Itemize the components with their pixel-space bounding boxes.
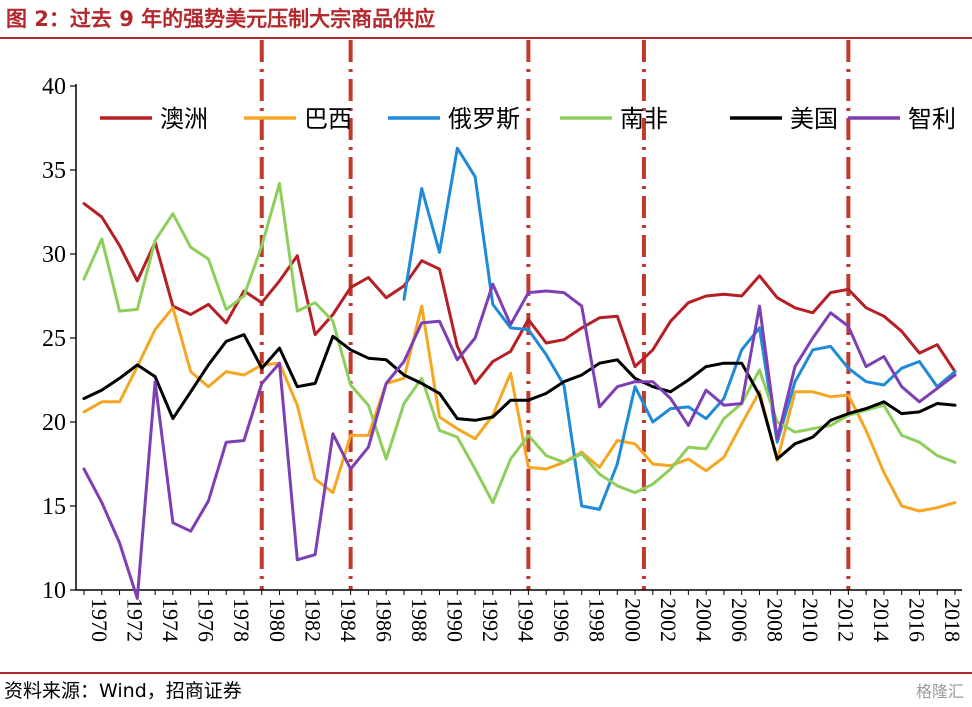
series-line-智利 xyxy=(82,282,957,600)
x-tick-label-16: 2002 xyxy=(656,598,681,642)
series-line-美国 xyxy=(82,333,957,461)
x-tick-label-8: 1986 xyxy=(371,598,396,642)
x-tick-label-1: 1972 xyxy=(123,598,148,642)
x-tick-label-2: 1974 xyxy=(158,598,183,642)
series-line-南非 xyxy=(82,181,957,505)
x-tick-label-6: 1982 xyxy=(300,598,325,642)
y-tick-label-4: 30 xyxy=(42,242,66,268)
legend-label-俄罗斯: 俄罗斯 xyxy=(448,105,520,133)
x-tick-label-4: 1978 xyxy=(229,598,254,642)
line-chart: 10 15 20 25 30 35 40 1970 1972 1974 1976 1978 1980 19… xyxy=(42,40,965,642)
y-tick-label-3: 25 xyxy=(42,326,66,352)
watermark: 格隆汇 xyxy=(915,682,964,701)
x-tick-label-15: 2000 xyxy=(620,598,645,642)
x-tick-label-3: 1976 xyxy=(194,598,219,642)
series-line-巴西 xyxy=(82,304,957,513)
x-tick-label-24: 2018 xyxy=(940,598,965,642)
legend: 澳洲 巴西 俄罗斯 南非 美国 智利 xyxy=(100,105,956,133)
legend-label-巴西: 巴西 xyxy=(304,105,352,133)
y-tick-label-1: 15 xyxy=(42,494,66,520)
x-tick-label-18: 2006 xyxy=(727,598,752,642)
x-tick-label-10: 1990 xyxy=(443,598,468,642)
x-tick-label-7: 1984 xyxy=(336,598,361,642)
y-tick-label-5: 35 xyxy=(42,158,66,184)
series-line-俄罗斯 xyxy=(402,146,957,511)
legend-label-澳洲: 澳洲 xyxy=(160,105,208,133)
x-tick-label-14: 1998 xyxy=(585,598,610,642)
axes-layer: 10 15 20 25 30 35 40 1970 1972 1974 1976 1978 1980 19… xyxy=(42,74,965,642)
legend-label-智利: 智利 xyxy=(908,105,956,133)
y-tick-label-6: 40 xyxy=(42,74,66,100)
markers-layer xyxy=(259,40,851,590)
y-tick-label-0: 10 xyxy=(42,578,66,604)
x-tick-label-11: 1992 xyxy=(478,598,503,642)
y-tick-label-2: 20 xyxy=(42,410,66,436)
x-tick-label-13: 1996 xyxy=(549,598,574,642)
title-divider xyxy=(0,37,972,39)
legend-label-美国: 美国 xyxy=(790,105,838,133)
x-tick-label-17: 2004 xyxy=(691,598,716,642)
source-note: 资料来源：Wind，招商证券 xyxy=(4,680,242,702)
x-tick-label-19: 2008 xyxy=(762,598,787,642)
legend-label-南非: 南非 xyxy=(620,105,668,133)
x-tick-label-0: 1970 xyxy=(87,598,112,642)
series-layer xyxy=(82,146,957,600)
x-tick-label-9: 1988 xyxy=(407,598,432,642)
x-tick-label-23: 2016 xyxy=(905,598,930,642)
x-tick-label-5: 1980 xyxy=(265,598,290,642)
series-line-澳洲 xyxy=(82,202,957,385)
page-title: 图 2：过去 9 年的强势美元压制大宗商品供应 xyxy=(6,7,436,31)
x-tick-label-20: 2010 xyxy=(798,598,823,642)
x-tick-label-21: 2012 xyxy=(834,598,859,642)
x-tick-label-22: 2014 xyxy=(869,598,894,642)
x-tick-label-12: 1994 xyxy=(514,598,539,642)
footer-divider xyxy=(0,672,972,674)
